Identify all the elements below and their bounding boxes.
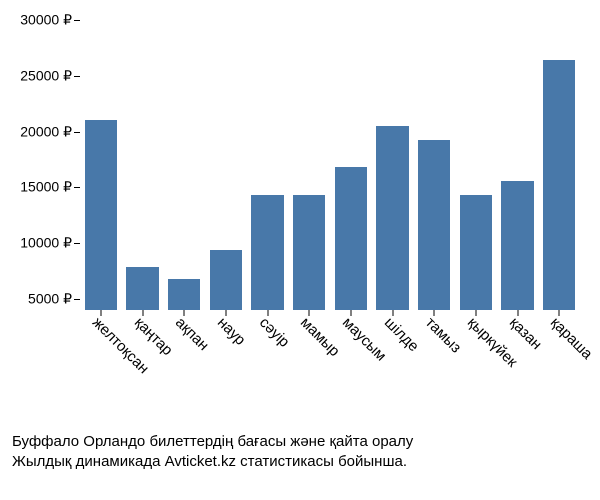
y-tick-label: 20000 ₽ xyxy=(20,123,72,140)
chart-caption: Буффало Орландо билеттердің бағасы және … xyxy=(12,432,413,473)
x-label-slot: қаңтар xyxy=(122,314,164,424)
x-axis-labels: желтоқсанқаңтарақпан наурсәуірмамырмаусым… xyxy=(80,314,580,424)
bar-slot xyxy=(372,20,414,310)
price-chart: 5000 ₽ 10000 ₽ 15000 ₽ 20000 ₽ 25000 ₽ 30000 … xyxy=(0,0,600,500)
y-tick-label: 30000 ₽ xyxy=(20,12,72,29)
x-label-slot: маусым xyxy=(330,314,372,424)
caption-line-1: Буффало Орландо билеттердің бағасы және … xyxy=(12,432,413,452)
bar-slot xyxy=(330,20,372,310)
bar xyxy=(293,195,326,310)
bars-container xyxy=(80,20,580,310)
x-tick-label: наур xyxy=(214,314,249,349)
y-tick-label: 15000 ₽ xyxy=(20,179,72,196)
plot-area xyxy=(80,20,580,310)
bar xyxy=(126,267,159,311)
bar xyxy=(543,60,576,310)
x-tick-label: қараша xyxy=(547,314,596,363)
x-label-slot: тамыз xyxy=(413,314,455,424)
bar-slot xyxy=(122,20,164,310)
bar xyxy=(376,126,409,310)
bar xyxy=(251,195,284,310)
bar xyxy=(460,195,493,310)
y-tick-label: 25000 ₽ xyxy=(20,67,72,84)
bar xyxy=(168,279,201,310)
x-label-slot: ақпан xyxy=(163,314,205,424)
bar xyxy=(85,120,118,310)
x-label-slot: желтоқсан xyxy=(80,314,122,424)
bar-slot xyxy=(80,20,122,310)
bar xyxy=(335,167,368,310)
bar-slot xyxy=(205,20,247,310)
caption-line-2: Жылдық динамикада Avticket.kz статистика… xyxy=(12,452,413,472)
x-tick-label: сәуір xyxy=(255,314,292,351)
bar-slot xyxy=(247,20,289,310)
y-tick-label: 10000 ₽ xyxy=(20,235,72,252)
bar-slot xyxy=(288,20,330,310)
y-axis: 5000 ₽10000 ₽15000 ₽20000 ₽25000 ₽30000 … xyxy=(0,20,80,310)
bar-slot xyxy=(538,20,580,310)
x-label-slot: қазан xyxy=(497,314,539,424)
x-label-slot: мамыр xyxy=(288,314,330,424)
bar xyxy=(501,181,534,310)
bar-slot xyxy=(455,20,497,310)
x-label-slot: қараша xyxy=(538,314,580,424)
x-label-slot: шілде xyxy=(372,314,414,424)
bar-slot xyxy=(413,20,455,310)
x-label-slot: сәуір xyxy=(247,314,289,424)
bar-slot xyxy=(497,20,539,310)
bar xyxy=(210,250,243,310)
y-tick-label: 5000 ₽ xyxy=(28,290,72,307)
bar-slot xyxy=(163,20,205,310)
x-label-slot: қыркүйек xyxy=(455,314,497,424)
bar xyxy=(418,140,451,310)
x-label-slot: наур xyxy=(205,314,247,424)
